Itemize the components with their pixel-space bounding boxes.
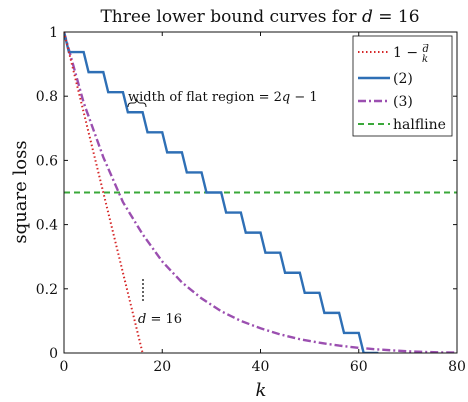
flat-region-brace xyxy=(127,98,147,108)
y-tick-label: 0 xyxy=(49,346,58,362)
y-tick-label: 0.4 xyxy=(36,218,58,234)
series-line-1 xyxy=(64,32,144,353)
legend-box xyxy=(352,35,453,137)
x-axis-title: k xyxy=(256,380,267,401)
legend: 1 − d‾ k (2) (3) halfline xyxy=(352,35,453,137)
chart-title: Three lower bound curves for d = 16 xyxy=(100,7,419,27)
flat-region-annotation: width of flat region = 2q − 1 xyxy=(127,90,318,108)
x-tick-label: 80 xyxy=(448,359,466,375)
series-line-2 xyxy=(64,32,379,353)
x-tick-label: 60 xyxy=(350,359,368,375)
y-tick-label: 0.8 xyxy=(36,89,58,105)
x-tick-label: 40 xyxy=(252,359,270,375)
y-tick-label: 0.6 xyxy=(36,153,58,169)
series-line-3 xyxy=(64,32,457,353)
series-layer xyxy=(64,32,457,353)
legend-label-3: (3) xyxy=(393,94,413,110)
y-axis-title: square loss xyxy=(10,140,31,243)
d-marker-label: d = 16 xyxy=(138,312,182,327)
legend-label-2: (2) xyxy=(393,71,413,87)
legend-label-1: 1 − d‾ k xyxy=(393,44,429,65)
d-marker-annotation: d = 16 xyxy=(138,279,182,327)
y-tick-label: 1 xyxy=(49,25,58,41)
x-tick-label: 0 xyxy=(60,359,69,375)
legend-label-4: halfline xyxy=(393,117,446,133)
x-tick-label: 20 xyxy=(153,359,171,375)
y-tick-label: 0.2 xyxy=(36,282,58,298)
ticks-layer: 0 20 40 60 80 0 0.2 0.4 0.6 0.8 1 xyxy=(36,25,466,375)
flat-region-label: width of flat region = 2q − 1 xyxy=(128,90,318,105)
